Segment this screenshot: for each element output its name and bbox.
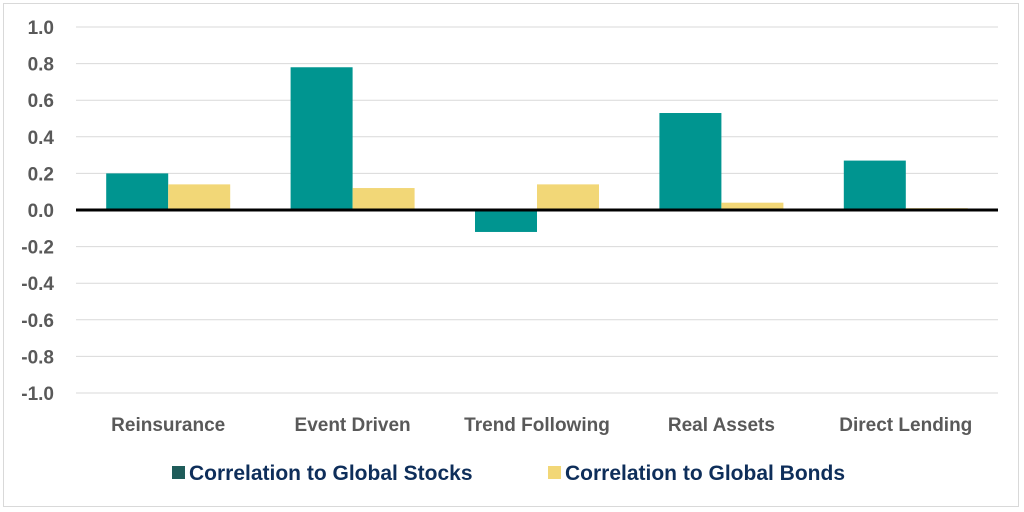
x-category-label: Reinsurance [111, 415, 225, 436]
bar-stocks [659, 113, 722, 210]
legend: Correlation to Global Stocks Correlation … [172, 462, 845, 485]
bar-bonds [168, 184, 231, 210]
legend-label-bonds: Correlation to Global Bonds [565, 462, 845, 485]
bar-stocks [843, 160, 906, 210]
bar-stocks [290, 67, 353, 210]
y-tick-label: 0.0 [28, 201, 54, 222]
x-axis-labels: Reinsurance Event Driven Trend Following Re… [111, 415, 972, 436]
bar-bonds [721, 202, 784, 210]
y-tick-label: -0.4 [21, 274, 54, 295]
y-tick-label: -1.0 [21, 384, 54, 405]
y-tick-label: 0.2 [28, 164, 54, 185]
legend-label-stocks: Correlation to Global Stocks [189, 462, 473, 485]
y-tick-label: 0.8 [28, 55, 54, 76]
bar-stocks [106, 173, 169, 210]
y-tick-label: 0.4 [28, 128, 55, 149]
gridlines [76, 26, 998, 394]
x-category-label: Direct Lending [839, 415, 972, 436]
x-category-label: Real Assets [668, 415, 775, 436]
y-tick-label: -0.8 [21, 347, 54, 368]
bar-bonds [352, 188, 415, 210]
bar-stocks [475, 210, 537, 232]
y-tick-label: -0.6 [21, 311, 54, 332]
y-axis-ticks: 1.0 0.8 0.6 0.4 0.2 0.0 -0.2 -0.4 -0.6 -0.8 -1.0 [21, 18, 54, 405]
bars [106, 67, 968, 232]
y-tick-label: 1.0 [28, 18, 54, 39]
y-tick-label: 0.6 [28, 91, 54, 112]
bar-bonds [537, 184, 599, 210]
legend-swatch-bonds [548, 466, 561, 479]
chart-frame [3, 3, 1019, 507]
y-tick-label: -0.2 [21, 238, 54, 259]
x-category-label: Event Driven [295, 415, 411, 436]
legend-swatch-stocks [172, 466, 185, 479]
x-category-label: Trend Following [464, 415, 610, 436]
